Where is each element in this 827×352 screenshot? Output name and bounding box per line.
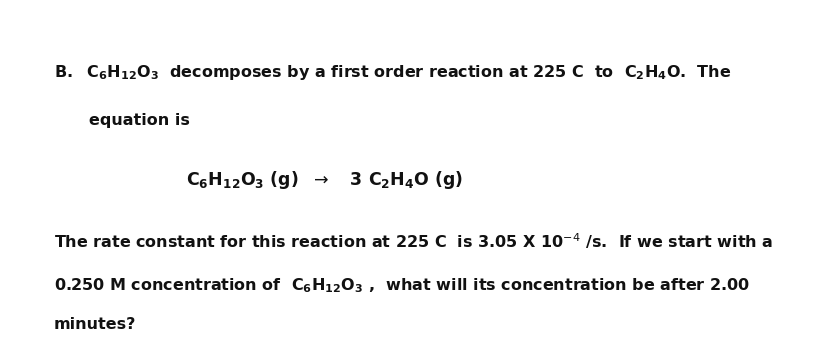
Text: 0.250 M concentration of  $\mathbf{C_6H_{12}O_3}$ ,  what will its concentration: 0.250 M concentration of $\mathbf{C_6H_{… [54, 276, 749, 295]
Text: equation is: equation is [89, 113, 190, 128]
Text: $\mathbf{C_6H_{12}O_3}$ (g)  $\rightarrow$   3 $\mathbf{C_2H_4O}$ (g): $\mathbf{C_6H_{12}O_3}$ (g) $\rightarrow… [186, 169, 463, 191]
Text: $\mathbf{B.}$  $\mathbf{C_6H_{12}O_3}$  decomposes by a first order reaction at : $\mathbf{B.}$ $\mathbf{C_6H_{12}O_3}$ de… [54, 63, 730, 82]
Text: The rate constant for this reaction at 225 C  is 3.05 X 10$^{-4}$ /s.  If we sta: The rate constant for this reaction at 2… [54, 232, 772, 251]
Text: minutes?: minutes? [54, 317, 136, 332]
